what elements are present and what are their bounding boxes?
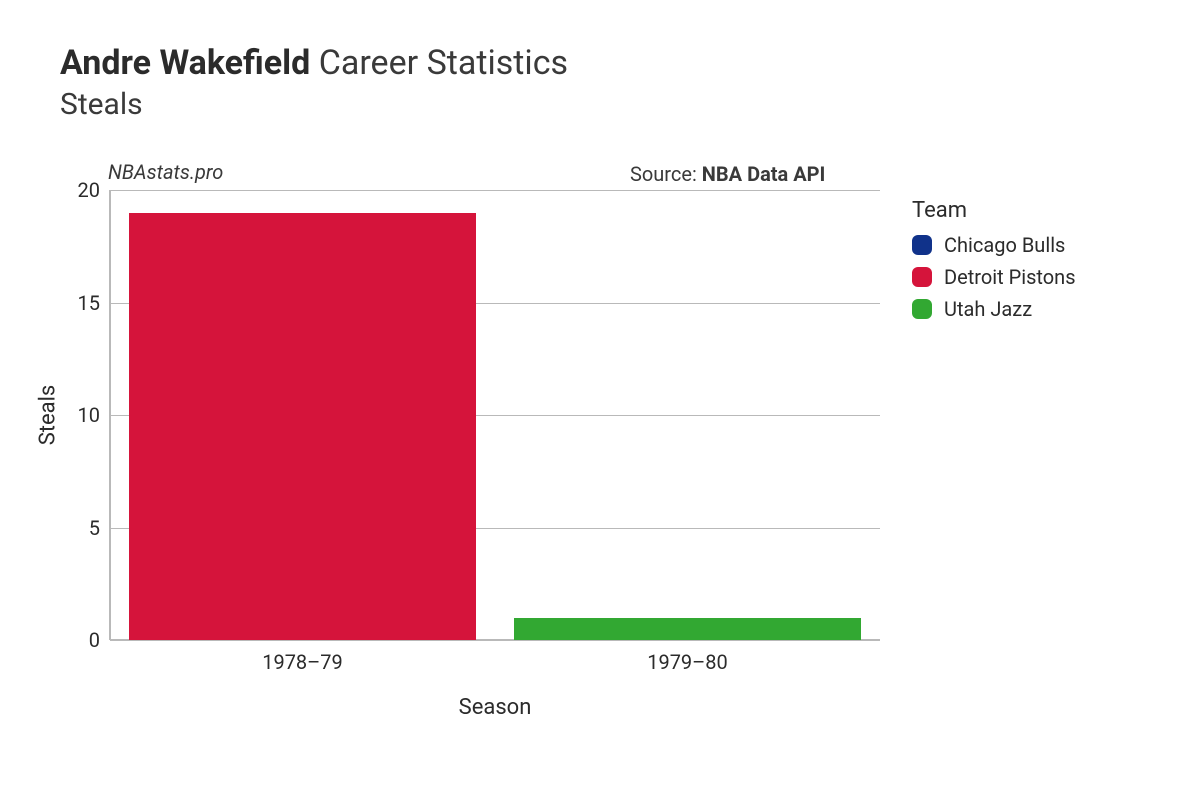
legend-swatch	[912, 235, 932, 255]
chart-subtitle: Steals	[60, 87, 568, 122]
legend-swatch	[912, 267, 932, 287]
legend-item: Detroit Pistons	[912, 265, 1076, 289]
player-name: Andre Wakefield	[60, 43, 310, 83]
legend-item: Chicago Bulls	[912, 233, 1076, 257]
legend-label: Chicago Bulls	[944, 233, 1065, 257]
source-prefix: Source:	[630, 162, 702, 186]
title-block: Andre Wakefield Career Statistics Steals	[60, 44, 568, 122]
bar	[129, 213, 476, 641]
legend-swatch	[912, 299, 932, 319]
y-tick-label: 20	[78, 178, 100, 202]
gridline	[110, 190, 880, 191]
y-axis-title: Steals	[36, 385, 61, 446]
plot-inner: 051015201978–791979–80	[110, 190, 880, 640]
watermark-text: NBAstats.pro	[108, 160, 223, 184]
bar	[514, 618, 861, 641]
source-name: NBA Data API	[702, 162, 826, 186]
x-tick-label: 1979–80	[647, 650, 728, 674]
title-suffix: Career Statistics	[319, 43, 568, 83]
legend-item: Utah Jazz	[912, 297, 1076, 321]
legend-title: Team	[912, 198, 1076, 223]
y-tick-label: 0	[89, 628, 100, 652]
y-tick-label: 15	[78, 291, 100, 315]
legend-label: Utah Jazz	[944, 297, 1032, 321]
y-axis-line	[109, 190, 111, 640]
x-axis-title: Season	[459, 695, 532, 720]
legend-items: Chicago Bulls Detroit Pistons Utah Jazz	[912, 233, 1076, 321]
plot-area: 051015201978–791979–80	[110, 190, 880, 640]
y-tick-label: 5	[89, 516, 100, 540]
y-tick-label: 10	[78, 403, 100, 427]
x-tick-label: 1978–79	[262, 650, 343, 674]
legend: Team Chicago Bulls Detroit Pistons Utah Ja…	[912, 198, 1076, 329]
chart-container: Andre Wakefield Career Statistics Steals…	[0, 0, 1200, 800]
chart-title: Andre Wakefield Career Statistics	[60, 44, 568, 83]
legend-label: Detroit Pistons	[944, 265, 1076, 289]
source-label: Source: NBA Data API	[630, 162, 825, 186]
